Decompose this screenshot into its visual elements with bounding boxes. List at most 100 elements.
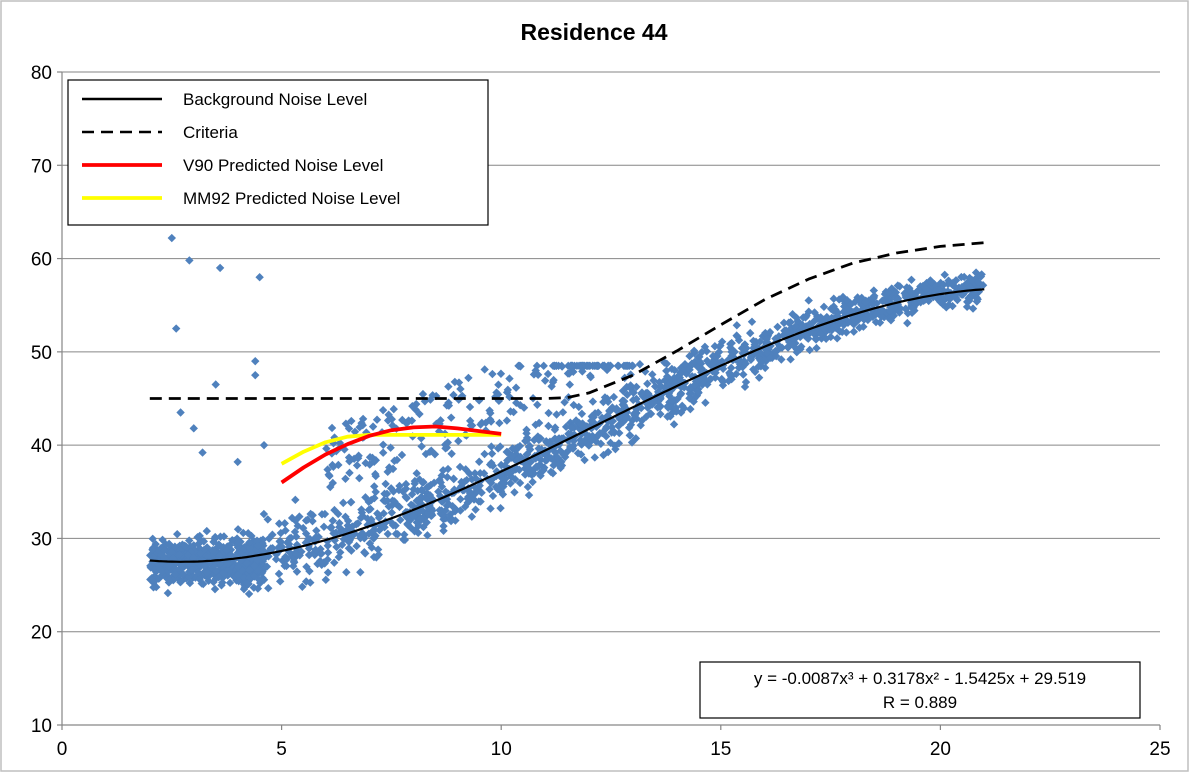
- scatter-point: [592, 422, 601, 432]
- scatter-point: [580, 422, 589, 432]
- scatter-point: [541, 456, 550, 465]
- scatter-point: [531, 420, 540, 429]
- scatter-point: [948, 278, 958, 288]
- scatter-point: [510, 475, 520, 484]
- scatter-point: [506, 407, 515, 416]
- scatter-point: [921, 285, 931, 294]
- scatter-point: [305, 550, 314, 560]
- scatter-point: [151, 564, 160, 573]
- scatter-point: [868, 294, 877, 303]
- scatter-point: [765, 327, 775, 337]
- scatter-point: [397, 450, 407, 460]
- scatter-point: [849, 320, 859, 329]
- scatter-point: [193, 533, 202, 542]
- scatter-point: [738, 362, 747, 372]
- scatter-point: [373, 509, 382, 518]
- scatter-point: [235, 543, 244, 553]
- scatter-point: [596, 439, 606, 448]
- scatter-point: [839, 320, 849, 330]
- scatter-point: [368, 422, 378, 431]
- scatter-point: [315, 556, 325, 566]
- scatter-point: [470, 469, 480, 478]
- scatter-point: [533, 432, 543, 441]
- scatter-point: [289, 561, 298, 571]
- scatter-point: [849, 327, 859, 336]
- scatter-point: [742, 343, 751, 353]
- scatter-point: [259, 575, 269, 584]
- scatter-point: [367, 543, 376, 552]
- scatter-point: [565, 380, 574, 389]
- scatter-point: [793, 316, 802, 326]
- scatter-point: [632, 394, 641, 404]
- scatter-point: [299, 523, 308, 533]
- scatter-point: [632, 414, 641, 423]
- scatter-point: [927, 278, 936, 287]
- scatter-point: [264, 584, 273, 593]
- scatter-point: [310, 537, 320, 546]
- scatter-point: [885, 306, 895, 315]
- scatter-point: [504, 469, 513, 478]
- scatter-point: [951, 276, 961, 285]
- scatter-point: [371, 531, 380, 540]
- scatter-point: [275, 536, 285, 546]
- scatter-point: [576, 450, 586, 459]
- scatter-point: [594, 430, 603, 440]
- scatter-point: [716, 341, 725, 350]
- scatter-point: [441, 444, 450, 453]
- scatter-point: [480, 449, 489, 459]
- scatter-point: [370, 525, 379, 535]
- scatter-point: [663, 372, 672, 381]
- scatter-point: [245, 538, 254, 547]
- scatter-point: [686, 404, 695, 414]
- scatter-point: [702, 356, 712, 365]
- scatter-point: [901, 304, 910, 313]
- scatter-point: [660, 358, 669, 367]
- scatter-point: [609, 392, 619, 402]
- scatter-point: [766, 353, 775, 363]
- scatter-point: [257, 568, 267, 578]
- legend-label-mm92: MM92 Predicted Noise Level: [183, 189, 400, 208]
- scatter-point: [553, 437, 562, 447]
- scatter-point: [375, 525, 384, 535]
- x-tick-label: 20: [930, 739, 951, 760]
- scatter-point: [328, 460, 337, 470]
- scatter-point: [330, 558, 339, 567]
- scatter-point: [877, 306, 886, 316]
- scatter-point: [334, 509, 343, 519]
- scatter-point: [171, 570, 180, 579]
- scatter-point: [218, 568, 228, 578]
- scatter-point: [921, 295, 930, 304]
- scatter-point: [239, 573, 248, 583]
- scatter-point: [498, 490, 508, 499]
- scatter-point: [495, 418, 504, 428]
- scatter-point: [274, 519, 284, 528]
- scatter-point: [233, 525, 243, 534]
- scatter-point: [801, 322, 811, 331]
- y-tick-label: 80: [31, 63, 52, 84]
- scatter-point: [741, 359, 750, 368]
- scatter-point: [700, 342, 710, 351]
- scatter-point: [805, 345, 814, 355]
- scatter-point: [600, 393, 610, 402]
- grid-lines: [62, 71, 1160, 633]
- scatter-point: [714, 347, 724, 357]
- scatter-point: [591, 437, 601, 446]
- scatter-point: [676, 408, 686, 417]
- scatter-point: [249, 583, 259, 592]
- scatter-point: [244, 589, 254, 599]
- scatter-point: [399, 535, 408, 544]
- scatter-point: [566, 418, 575, 427]
- scatter-point: [245, 565, 254, 575]
- scatter-point: [838, 327, 847, 337]
- scatter-point: [625, 431, 634, 440]
- scatter-point: [543, 369, 553, 379]
- scatter-point: [727, 338, 736, 348]
- scatter-point: [717, 374, 726, 384]
- scatter-point: [361, 493, 370, 502]
- x-tick-label: 10: [491, 739, 512, 760]
- scatter-point: [262, 562, 272, 571]
- scatter-point: [237, 566, 246, 575]
- scatter-point: [569, 400, 578, 410]
- scatter-point: [412, 469, 421, 478]
